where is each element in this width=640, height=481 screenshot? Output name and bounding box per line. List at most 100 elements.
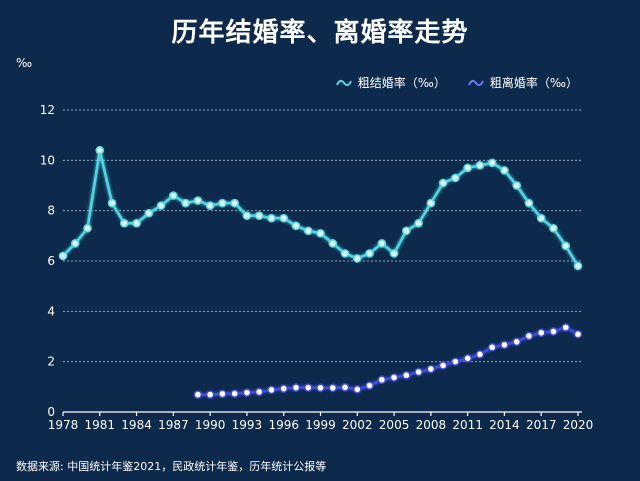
x-tick-label: 1996 xyxy=(268,418,299,432)
data-point-marriage xyxy=(340,249,350,258)
data-point-marriage xyxy=(156,201,166,210)
data-point-divorce xyxy=(500,340,509,350)
data-point-marriage xyxy=(573,261,583,271)
data-point-divorce xyxy=(230,389,240,398)
data-point-divorce xyxy=(438,361,448,370)
legend-divorce-icon xyxy=(467,79,484,86)
legend-label-marriage: 粗结婚率（‰） xyxy=(357,76,446,90)
x-tick-label: 2005 xyxy=(379,418,410,432)
data-point-marriage xyxy=(230,198,240,208)
series xyxy=(58,145,583,399)
x-tick-label: 2008 xyxy=(416,418,447,432)
data-point-marriage xyxy=(242,211,252,221)
data-point-marriage xyxy=(561,241,571,251)
data-point-divorce xyxy=(549,327,558,336)
data-point-marriage xyxy=(512,181,522,190)
data-point-divorce xyxy=(561,323,571,332)
data-point-divorce xyxy=(316,383,325,393)
data-point-divorce xyxy=(524,331,534,341)
data-point-marriage xyxy=(70,239,80,248)
legend-item-marriage: 粗结婚率（‰） xyxy=(335,74,446,91)
x-tick-label: 1990 xyxy=(195,418,226,432)
x-tick-label: 1987 xyxy=(158,418,189,432)
data-point-divorce xyxy=(536,328,546,338)
data-point-marriage xyxy=(536,213,546,223)
data-point-marriage xyxy=(181,198,190,208)
data-point-divorce xyxy=(414,367,423,377)
data-point-divorce xyxy=(340,382,350,392)
legend-marriage-icon xyxy=(335,79,352,86)
data-point-marriage xyxy=(58,251,68,261)
x-tick-label: 1993 xyxy=(232,418,263,432)
data-point-marriage xyxy=(414,218,423,228)
x-tick-label: 2002 xyxy=(342,418,373,432)
y-tick-label: 0 xyxy=(47,405,55,419)
data-point-marriage xyxy=(401,226,411,236)
data-point-divorce xyxy=(451,357,460,367)
data-point-marriage xyxy=(463,163,472,173)
legend: 粗结婚率（‰） 粗离婚率（‰） xyxy=(335,74,578,91)
data-point-marriage xyxy=(524,198,534,208)
y-tick-label: 6 xyxy=(47,254,55,268)
data-point-divorce xyxy=(426,364,436,374)
data-point-marriage xyxy=(279,213,289,223)
y-tick-label: 4 xyxy=(47,304,55,318)
data-point-marriage xyxy=(267,213,276,223)
data-point-divorce xyxy=(291,383,301,392)
y-tick-label: 2 xyxy=(47,355,55,369)
data-point-divorce xyxy=(267,385,276,395)
source-note: 数据来源: 中国统计年鉴2021，民政统计年鉴，历年统计公报等 xyxy=(16,460,327,473)
data-point-marriage xyxy=(438,178,448,188)
legend-label-divorce: 粗离婚率（‰） xyxy=(489,76,578,90)
data-point-divorce xyxy=(328,383,338,393)
x-tick-label: 1999 xyxy=(305,418,336,432)
data-point-marriage xyxy=(377,239,387,248)
data-point-divorce xyxy=(512,337,522,347)
data-point-marriage xyxy=(254,211,264,221)
legend-item-divorce: 粗离婚率（‰） xyxy=(467,74,578,91)
x-tick-label: 1984 xyxy=(121,418,152,432)
y-axis-unit: ‰ xyxy=(16,56,33,70)
data-point-divorce xyxy=(401,370,411,380)
data-point-marriage xyxy=(132,218,141,228)
data-point-divorce xyxy=(193,390,203,399)
y-tick-label: 10 xyxy=(40,153,55,167)
chart-title: 历年结婚率、离婚率走势 xyxy=(171,18,469,48)
data-point-marriage xyxy=(451,173,460,183)
data-point-marriage xyxy=(389,249,399,258)
x-tick-label: 2014 xyxy=(489,418,520,432)
data-point-marriage xyxy=(500,166,509,175)
data-point-marriage xyxy=(95,145,105,155)
data-point-marriage xyxy=(487,158,497,168)
data-point-marriage xyxy=(426,198,436,208)
y-tick-label: 12 xyxy=(40,103,55,117)
data-point-marriage xyxy=(549,223,558,233)
data-point-divorce xyxy=(573,329,583,339)
data-point-marriage xyxy=(316,228,325,238)
x-tick-label: 2020 xyxy=(563,418,594,432)
data-point-marriage xyxy=(169,191,178,200)
data-point-divorce xyxy=(205,390,215,399)
data-point-marriage xyxy=(218,198,227,208)
data-point-divorce xyxy=(487,342,497,352)
data-point-marriage xyxy=(144,208,154,218)
data-point-divorce xyxy=(463,354,472,363)
series-line-divorce xyxy=(197,326,579,396)
data-point-marriage xyxy=(352,254,362,263)
data-point-divorce xyxy=(279,384,289,393)
x-tick-label: 2011 xyxy=(452,418,483,432)
series-divorce xyxy=(193,323,583,399)
data-point-marriage xyxy=(119,218,129,228)
data-point-marriage xyxy=(328,239,338,248)
data-point-divorce xyxy=(242,388,252,397)
data-point-divorce xyxy=(377,375,387,385)
data-point-marriage xyxy=(365,249,374,258)
data-point-marriage xyxy=(475,161,485,170)
x-tick-label: 1978 xyxy=(48,418,79,432)
data-point-divorce xyxy=(389,373,399,382)
data-point-marriage xyxy=(291,221,301,231)
data-point-marriage xyxy=(193,196,203,205)
data-point-marriage xyxy=(83,223,92,233)
data-point-marriage xyxy=(107,198,117,208)
